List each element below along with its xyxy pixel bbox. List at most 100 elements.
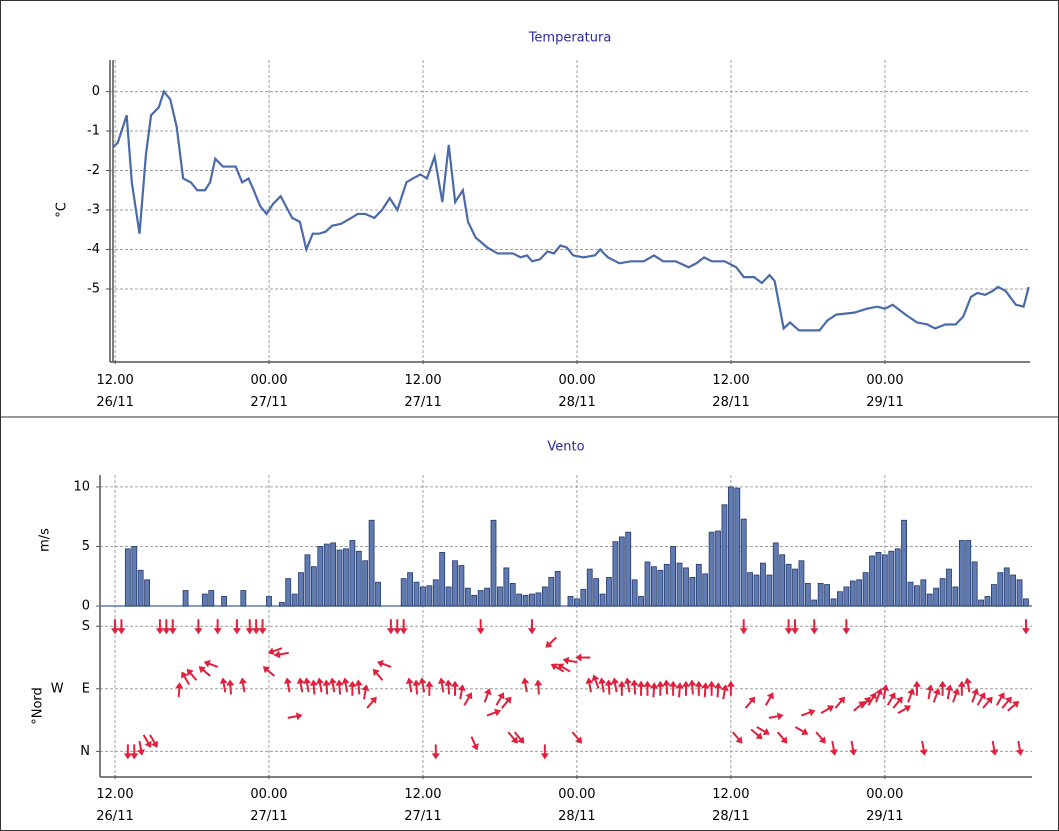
arrow-head [328,677,337,685]
direction-arrow [393,619,402,635]
direction-arrow [309,679,318,695]
arrow-head [1012,701,1020,708]
arrow-head [650,682,659,689]
direction-arrow [534,679,543,695]
speed-bar [310,566,317,607]
speed-bar [593,578,600,607]
speed-bar [856,579,863,607]
arrow-head [903,705,912,713]
arrow-head [643,680,652,687]
arrow-head [465,692,473,700]
arrow-head [219,677,228,685]
x-tick-label: 12.00 27/11 [404,373,442,410]
speed-bar [291,593,298,607]
speed-bar [971,561,978,607]
speed-bar [785,563,792,607]
direction-arrow [501,696,512,709]
speed-bar [766,574,773,607]
speed-bar [657,569,664,607]
direction-arrow [1015,740,1024,756]
direction-arrow [507,731,518,744]
speed-bar [779,554,786,607]
arrow-head [151,740,158,748]
speed-bar [920,579,927,607]
speed-bar [638,596,644,607]
arrow-head [123,753,132,760]
speed-bar [958,540,965,607]
speed-bar [432,579,439,607]
direction-arrow [245,619,254,635]
arrow-head [457,684,466,692]
arrow-head [245,628,254,635]
speed-bar [124,548,131,607]
speed-bar [618,536,625,607]
arrow-head [611,677,619,685]
direction-arrow [714,682,723,698]
direction-arrow [181,671,190,685]
speed-bar [599,593,606,607]
arrow-head [997,692,1005,700]
x-tick-label: 00.00 28/11 [558,373,596,410]
direction-arrow [123,744,132,760]
direction-arrow [932,688,941,703]
y-tick-label: N [80,744,90,759]
arrow-head [476,628,485,635]
arrow-head [527,628,536,635]
x-tick-label: 12.00 26/11 [96,787,134,824]
direction-arrow [867,692,877,706]
speed-bar [541,586,548,607]
direction-arrow [853,701,866,712]
y-axis-label: °C [55,202,70,218]
speed-bar [817,582,824,607]
arrow-head [598,677,607,685]
direction-arrow [897,705,912,715]
direction-arrow [303,677,312,693]
direction-arrow [976,692,986,706]
arrow-head [168,628,177,635]
speed-bar [420,586,426,607]
direction-arrow [486,708,502,717]
speed-bar [278,602,285,607]
direction-arrow [162,619,171,635]
direction-arrow [643,680,652,696]
direction-arrow [562,656,578,665]
speed-bar [574,598,580,607]
speed-bar [458,565,465,607]
direction-arrow [768,712,784,721]
speed-bar [612,541,619,607]
direction-arrow [203,660,219,668]
arrow-head [399,628,408,635]
direction-arrow [591,674,600,689]
direction-arrow [405,677,414,693]
direction-arrow [650,682,659,698]
direction-arrow [681,680,690,696]
arrow-head [978,692,986,700]
speed-bar [862,572,869,607]
speed-bar [798,560,805,607]
arrow-head [451,680,460,687]
direction-arrow [527,619,536,635]
speed-bar [1010,574,1017,607]
direction-arrow [451,680,460,696]
direction-arrow [557,663,571,673]
arrow-head [273,650,281,659]
direction-arrow [585,677,594,693]
arrow-head [818,736,826,744]
direction-arrow [354,679,363,695]
direction-arrow [656,680,665,696]
direction-arrow [232,619,241,635]
speed-bar [490,519,497,607]
direction-arrow [611,677,619,693]
speed-bar [1003,567,1010,607]
direction-arrow [437,677,446,693]
arrow-head [376,660,384,668]
arrow-head [656,680,665,687]
arrow-head [309,679,318,686]
speed-bar [580,588,587,607]
direction-arrow [637,680,646,696]
arrow-head [405,677,414,685]
speed-bar [464,587,471,607]
speed-bar [978,599,984,607]
temperature-line [112,89,1030,332]
